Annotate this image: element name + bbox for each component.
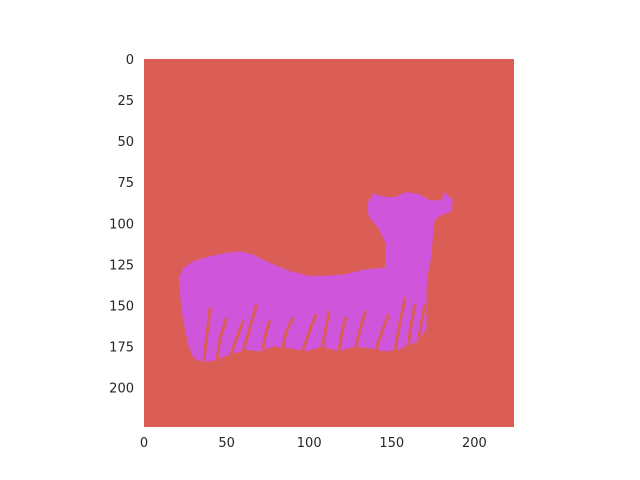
x-tick-label: 100 — [297, 436, 322, 451]
x-tick-label: 0 — [140, 436, 148, 451]
y-tick-label: 150 — [109, 299, 134, 314]
x-tick-label: 50 — [218, 436, 235, 451]
y-tick-label: 50 — [117, 135, 134, 150]
y-tick-label: 100 — [109, 217, 134, 232]
grass-blade-7 — [320, 310, 331, 350]
y-tick-label: 75 — [117, 176, 134, 191]
grass-blade-8 — [337, 317, 347, 353]
y-tick-label: 25 — [117, 94, 134, 109]
y-tick-label: 175 — [109, 341, 134, 356]
grass-blade-10 — [373, 313, 390, 353]
grass-blade-5 — [281, 317, 295, 350]
grass-blade-marks — [202, 297, 427, 367]
grass-blade-3 — [241, 303, 258, 353]
y-axis-ticks: 0 25 50 75 100 125 150 175 200 — [109, 53, 134, 397]
grass-blade-4 — [261, 320, 271, 350]
sheep-class-region — [178, 192, 453, 363]
grass-blade-1 — [215, 317, 229, 363]
grass-blade-11 — [393, 297, 407, 352]
x-tick-label: 200 — [462, 436, 487, 451]
grass-blade-13 — [416, 303, 427, 344]
grass-blade-2 — [228, 320, 245, 360]
y-tick-label: 0 — [126, 53, 134, 68]
grass-blade-9 — [353, 310, 367, 350]
grass-blade-6 — [301, 313, 318, 353]
y-tick-label: 200 — [109, 382, 134, 397]
plot-area — [144, 59, 514, 427]
background-class-region — [144, 59, 514, 427]
x-axis-ticks: 0 50 100 150 200 — [140, 436, 487, 451]
y-tick-label: 125 — [109, 258, 134, 273]
grass-blade-12 — [406, 303, 417, 347]
x-tick-label: 150 — [379, 436, 404, 451]
grass-blade-0 — [202, 307, 212, 367]
